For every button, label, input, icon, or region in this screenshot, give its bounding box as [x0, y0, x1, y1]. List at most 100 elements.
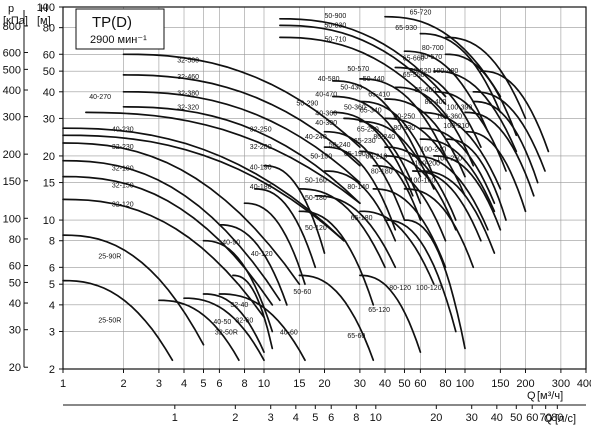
p-tick-label: 60	[9, 261, 21, 273]
pump-label: 25-90R	[98, 254, 121, 261]
h-tick-label: 50	[43, 66, 55, 78]
q-ls-tick-label: 50	[510, 412, 522, 424]
p-tick-label: 100	[3, 213, 21, 225]
pump-label: 65-720	[410, 10, 432, 17]
pump-label: 40-180	[250, 184, 272, 191]
q-ls-tick-label: 3	[268, 412, 274, 424]
pump-label: 80-700	[422, 45, 444, 52]
pump-curve-40-180	[243, 202, 306, 286]
pump-curve-80-210	[411, 155, 489, 231]
q-m3h-tick-label: 1	[60, 378, 66, 390]
pump-curve-40-50	[183, 297, 265, 362]
pump-curve-32-460	[122, 74, 361, 167]
pump-curve-32-50R	[158, 299, 240, 362]
q-ls-tick-label: 40	[491, 412, 503, 424]
pump-label: 100-390	[447, 105, 473, 112]
pump-label: 65-550	[403, 72, 425, 79]
pump-curve-65-180	[372, 188, 447, 269]
h-tick-label: 15	[43, 178, 55, 190]
h-tick-label: 30	[43, 113, 55, 125]
pump-label: 40-580	[318, 76, 340, 83]
p-tick-label: 30	[9, 325, 21, 337]
pump-label: 65-180	[351, 215, 373, 222]
pump-curve-40-270	[85, 111, 361, 205]
pump-label: 50-60	[293, 289, 311, 296]
pump-label: 40-50	[213, 319, 231, 326]
p-tick-label: 200	[3, 149, 21, 161]
pump-curve-50-430	[359, 100, 435, 178]
p-axis-unit: [кПа]	[3, 15, 28, 27]
pump-label: 50-830	[325, 23, 347, 30]
pump-curve-32-180	[62, 159, 281, 302]
pump-label: 32-230	[112, 144, 134, 151]
q-ls-tick-label: 30	[466, 412, 478, 424]
pump-label: 50-190	[310, 153, 332, 160]
pump-curve-40-230	[62, 134, 345, 242]
pump-curve-32-150	[62, 175, 274, 306]
pump-curve-50-290	[343, 117, 422, 205]
h-tick-label: 10	[43, 215, 55, 227]
pump-label: 40-230	[112, 127, 134, 134]
pump-curve-80-120	[384, 219, 457, 333]
pump-label: 32-120	[112, 201, 134, 208]
q-m3h-tick-label: 50	[398, 378, 410, 390]
title-box: TP(D) 2900 мин⁻¹	[75, 8, 165, 50]
pump-curve-40-240	[323, 146, 397, 231]
pump-curve-100-120	[403, 219, 466, 350]
pump-curve-80-700	[444, 36, 527, 120]
pump-label: 32-150	[112, 183, 134, 190]
chart-subtitle: 2900 мин⁻¹	[90, 34, 147, 46]
pump-curve-65-460	[394, 86, 475, 167]
pump-curve-100-250	[464, 130, 527, 213]
pump-curve-65-720	[419, 32, 502, 114]
pump-curve-65-930	[384, 15, 502, 98]
p-tick-label: 600	[3, 47, 21, 59]
pump-curve-50-180	[314, 194, 397, 269]
pump-curve-32-380	[122, 90, 361, 184]
pump-curve-80-330	[419, 111, 502, 190]
q-ls-tick-label: 70	[540, 412, 552, 424]
pump-label: 80-400	[425, 99, 447, 106]
q-m3h-tick-label: 100	[456, 378, 474, 390]
pump-label: 40-470	[315, 92, 337, 99]
pump-label: 50-900	[325, 13, 347, 20]
q-m3h-tick-label: 2	[120, 378, 126, 390]
pump-curve-40-360	[331, 111, 414, 197]
p-tick-label: 300	[3, 112, 21, 124]
q-m3h-tick-label: 200	[516, 378, 534, 390]
q-ls-tick-label: 5	[312, 412, 318, 424]
pump-curve-80-240	[419, 138, 496, 213]
pump-label: 80-330	[393, 125, 415, 132]
pump-label: 50-440	[363, 76, 385, 83]
pump-curves	[62, 15, 550, 362]
pump-curve-100-360	[472, 100, 539, 184]
pump-label: 50-240	[329, 142, 351, 149]
q-ls-tick-label: 6	[328, 412, 334, 424]
pump-curve-80-180	[411, 170, 482, 242]
pump-curve-50-60	[298, 274, 375, 362]
pump-label: 100-480	[433, 68, 459, 75]
pump-curve-65-120	[359, 210, 435, 286]
q-ls-unit: [л/с]	[555, 413, 576, 425]
pump-curve-32-60	[232, 274, 274, 350]
pump-label: 50-570	[347, 66, 369, 73]
pump-label: 32-50R	[215, 330, 238, 337]
pump-label: 100-120	[416, 285, 442, 292]
title-box-frame	[75, 8, 165, 50]
pump-label: 65-340	[360, 107, 382, 114]
q-m3h-tick-label: 20	[318, 378, 330, 390]
p-tick-label: 150	[3, 176, 21, 188]
pump-curve-40-580	[331, 80, 422, 162]
h-tick-label: 60	[43, 49, 55, 61]
pump-label: 32-200	[250, 144, 272, 151]
q-ls-tick-label: 4	[293, 412, 299, 424]
pump-label: 100-160	[410, 178, 436, 185]
pump-label: 40-270	[89, 94, 111, 101]
pump-curve-50-120	[298, 210, 375, 306]
pump-curve-80-520	[433, 70, 518, 153]
pump-label: 80-180	[371, 169, 393, 176]
p-tick-label: 80	[9, 234, 21, 246]
pump-curve-65-550	[394, 66, 482, 148]
